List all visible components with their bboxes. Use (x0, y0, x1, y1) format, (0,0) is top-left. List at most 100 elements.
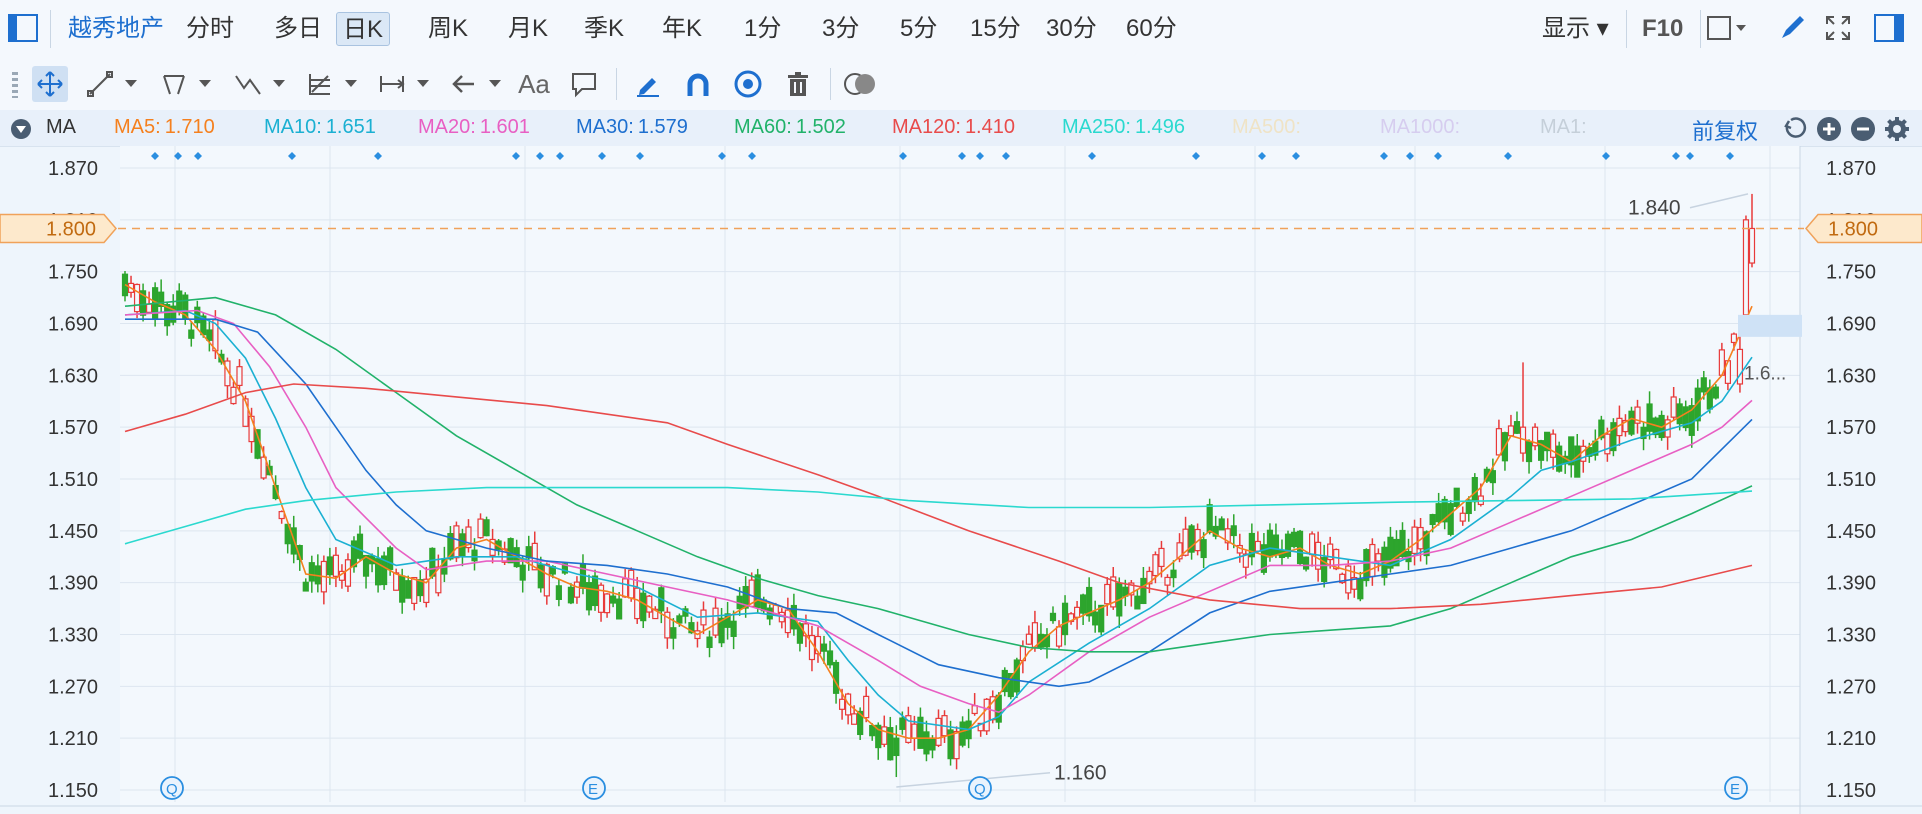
kline-chart[interactable]: 1.8701.8701.8101.8101.7501.7501.6901.690… (0, 146, 1922, 814)
candle-body (417, 579, 424, 597)
tab-10[interactable]: 15分 (970, 15, 1021, 42)
comment-icon[interactable] (566, 66, 602, 102)
trash-icon[interactable] (780, 66, 816, 102)
line-icon[interactable] (82, 66, 118, 102)
candle-body (302, 581, 309, 592)
event-diamond (1406, 152, 1414, 160)
ma-line-ma250 (124, 486, 1753, 545)
channel-icon[interactable] (156, 66, 192, 102)
candle-body (1483, 468, 1490, 482)
candle-body (1158, 547, 1165, 568)
y-tick-label-right: 1.570 (1826, 417, 1876, 439)
candle-body (706, 636, 713, 649)
candle-body (1043, 634, 1051, 648)
candle-body (326, 556, 333, 576)
tab-12[interactable]: 60分 (1126, 15, 1177, 42)
range-icon[interactable] (374, 66, 410, 102)
candle-body (1309, 533, 1316, 556)
y-tick-label-left: 1.510 (48, 469, 98, 491)
reset-icon[interactable] (1782, 116, 1808, 147)
collapse-icon[interactable] (10, 118, 32, 145)
tab-7[interactable]: 1分 (744, 15, 782, 42)
chevron-down-icon[interactable] (198, 58, 212, 110)
candle-body (742, 586, 749, 609)
right-panel-toggle-icon[interactable] (1874, 14, 1904, 47)
ma-item[interactable]: MA1: (1540, 116, 1591, 139)
tab-3[interactable]: 周K (428, 15, 469, 42)
indicator-name[interactable]: MA (46, 116, 76, 138)
ma-item[interactable]: MA10: 1.651 (264, 116, 376, 139)
chevron-down-icon[interactable] (124, 58, 138, 110)
y-tick-label-right: 1.270 (1826, 676, 1876, 698)
add-indicator-icon[interactable] (1816, 116, 1842, 147)
sidebar-toggle-icon[interactable] (8, 14, 38, 42)
chart-canvas[interactable]: 1.8701.8701.8101.8101.7501.7501.6901.690… (0, 146, 1922, 814)
candle-body (344, 559, 352, 587)
ma-item[interactable]: MA1000: (1380, 116, 1464, 139)
ma-item[interactable]: MA20: 1.601 (418, 116, 530, 139)
ma-label: MA500: (1232, 116, 1301, 138)
chevron-down-icon[interactable] (272, 58, 286, 110)
magnet-icon[interactable] (680, 66, 716, 102)
candle-body (1128, 582, 1135, 596)
candle-body (1489, 470, 1496, 484)
remove-indicator-icon[interactable] (1850, 116, 1876, 147)
tab-0[interactable]: 分时 (186, 15, 234, 42)
candle-body (1556, 445, 1563, 472)
tab-5[interactable]: 季K (584, 15, 625, 42)
candle-body (218, 353, 225, 363)
fib-icon[interactable] (302, 66, 338, 102)
eye-icon[interactable] (730, 66, 766, 102)
tab-9[interactable]: 5分 (900, 15, 938, 42)
stock-name[interactable]: 越秀地产 (68, 15, 164, 42)
tab-2[interactable]: 日K (336, 12, 391, 46)
display-menu[interactable]: 显示 ▾ (1542, 15, 1609, 42)
top-bar: 越秀地产 分时 多日 日K 周K 月K 季K 年K 1分 3分 5分 15分 30分 60分 显示 ▾ … (0, 0, 1922, 59)
wave-icon[interactable] (230, 66, 266, 102)
pen-icon[interactable] (630, 66, 666, 102)
candle-body (1104, 583, 1111, 605)
event-diamond (151, 152, 159, 160)
candle-body (1598, 419, 1605, 439)
event-diamond (1002, 152, 1010, 160)
candle-body (1513, 421, 1521, 434)
brush-icon[interactable] (1776, 12, 1806, 47)
candle-body (826, 650, 834, 666)
tab-4[interactable]: 月K (508, 15, 549, 42)
text-icon[interactable]: Aa (518, 68, 550, 99)
move-icon[interactable] (32, 66, 68, 102)
ma-item[interactable]: MA500: (1232, 116, 1305, 139)
candle-body (399, 575, 406, 603)
arrow-left-icon[interactable] (446, 66, 482, 102)
tab-1[interactable]: 多日 (274, 15, 322, 42)
chevron-down-icon[interactable] (416, 58, 430, 110)
candle-body (1628, 410, 1635, 435)
candle-body (1260, 544, 1268, 573)
settings-gear-icon[interactable] (1884, 116, 1910, 147)
tab-8[interactable]: 3分 (822, 15, 860, 42)
event-diamond (1434, 152, 1442, 160)
candle-body (158, 291, 165, 307)
candle-body (308, 562, 315, 582)
candle-body (1586, 447, 1593, 457)
ma-item[interactable]: MA120: 1.410 (892, 116, 1015, 139)
ma-label: MA5: (114, 116, 161, 138)
ma-item[interactable]: MA250: 1.496 (1062, 116, 1185, 139)
candle-body (1176, 542, 1183, 560)
candle-body (597, 584, 605, 613)
tab-6[interactable]: 年K (662, 15, 703, 42)
tab-11[interactable]: 30分 (1046, 15, 1097, 42)
ma-item[interactable]: MA60: 1.502 (734, 116, 846, 139)
chevron-down-icon[interactable] (344, 58, 358, 110)
drag-handle-icon[interactable] (12, 72, 18, 98)
ma-value: 1.502 (795, 116, 846, 138)
ma-item[interactable]: MA30: 1.579 (576, 116, 688, 139)
fullscreen-icon[interactable] (1824, 14, 1852, 47)
ma-item[interactable]: MA5: 1.710 (114, 116, 215, 139)
candle-body (851, 713, 858, 725)
adjust-mode[interactable]: 前复权 (1692, 119, 1759, 144)
f10-button[interactable]: F10 (1642, 15, 1684, 42)
layout-select-icon[interactable] (1706, 14, 1750, 47)
chevron-down-icon[interactable] (488, 58, 502, 110)
toggle-icon[interactable] (842, 66, 878, 102)
